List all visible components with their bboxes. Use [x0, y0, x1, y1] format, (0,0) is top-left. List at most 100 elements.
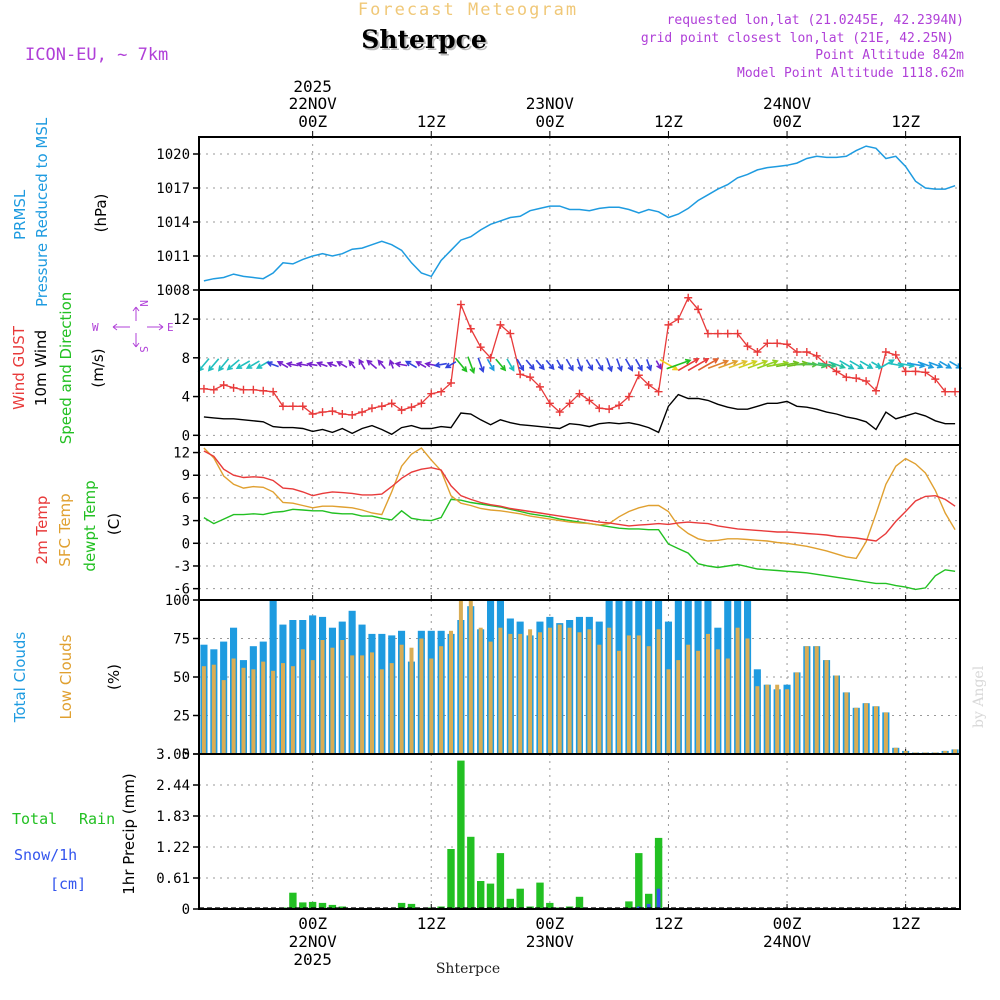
- low-cloud-bar: [557, 624, 562, 754]
- wind-arrow: [828, 360, 846, 369]
- low-cloud-bar: [607, 627, 612, 754]
- low-cloud-bar: [350, 655, 355, 754]
- top-tick-hour: 00Z: [298, 112, 327, 131]
- legend-sfc-temp: SFC Temp: [56, 493, 74, 566]
- gust-marker: [377, 402, 386, 411]
- low-cloud-bar: [360, 655, 365, 754]
- gust-marker: [792, 348, 801, 356]
- rain-bar: [318, 902, 327, 909]
- gust-marker: [466, 324, 475, 333]
- compass-arrows: [112, 306, 164, 348]
- gust-marker: [249, 385, 258, 394]
- low-cloud-bar: [528, 629, 533, 754]
- rain-bar: [635, 853, 643, 909]
- gust-marker: [585, 396, 594, 405]
- gust-marker: [456, 300, 465, 309]
- y-tick-label: 0: [182, 902, 190, 918]
- low-cloud-bar: [903, 750, 908, 754]
- top-tick-hour: 00Z: [773, 112, 802, 131]
- wind-arrow: [646, 359, 653, 372]
- gust-marker: [852, 374, 861, 383]
- bottom-tick-hour: 12Z: [654, 914, 683, 933]
- credit-watermark: by Angel: [971, 665, 987, 728]
- y-tick-label: 1014: [156, 215, 190, 231]
- wind-arrow: [348, 359, 356, 369]
- legend-pressure-msl: Pressure Reduced to MSL: [33, 117, 51, 307]
- legend-total-clouds: Total Clouds: [11, 632, 29, 724]
- wind-arrow: [839, 360, 855, 370]
- y-tick-label: -6: [173, 582, 190, 598]
- wind-arrow: [444, 361, 457, 369]
- gust-marker: [535, 382, 544, 391]
- gust-marker: [713, 329, 722, 338]
- low-cloud-bar: [686, 644, 691, 754]
- gust-marker: [288, 402, 297, 411]
- rain-bar: [506, 898, 514, 909]
- wind-arrow: [585, 359, 594, 372]
- legend-rain: Rain: [79, 810, 115, 828]
- wind-arrow: [394, 361, 408, 368]
- rain-bar: [477, 881, 485, 909]
- gust-marker: [743, 342, 752, 351]
- wind-arrow: [677, 357, 700, 372]
- gust-marker: [367, 404, 376, 413]
- gust-marker: [733, 329, 742, 338]
- gust-marker: [545, 399, 554, 408]
- rain-bar: [338, 906, 346, 909]
- low-cloud-bar: [439, 646, 444, 754]
- wind-speed-line: [203, 393, 956, 436]
- gust-marker: [239, 385, 248, 394]
- legend-dewpt-temp: dewpt Temp: [81, 480, 99, 571]
- wind-arrow: [506, 358, 515, 372]
- low-cloud-bar: [844, 692, 849, 754]
- low-cloud-bar: [834, 675, 839, 754]
- low-cloud-bar: [656, 629, 661, 754]
- gust-marker: [773, 339, 782, 348]
- wind-arrow: [306, 361, 318, 368]
- gust-marker: [526, 373, 535, 382]
- low-cloud-bar: [755, 686, 760, 754]
- gust-marker: [763, 339, 772, 348]
- gust-marker: [486, 353, 495, 362]
- low-cloud-bar: [696, 650, 701, 754]
- top-tick-hour: 12Z: [891, 112, 920, 131]
- wind-arrow: [326, 361, 337, 368]
- bottom-tick-date: 22NOV: [289, 932, 338, 951]
- rain-bar: [645, 893, 653, 909]
- bottom-tick-hour: 12Z: [891, 914, 920, 933]
- gust-marker: [802, 348, 811, 356]
- low-cloud-bar: [488, 641, 493, 754]
- low-cloud-bar: [706, 633, 710, 754]
- compass-south: S: [137, 346, 150, 353]
- gust-marker: [269, 387, 278, 396]
- wind-arrow: [336, 361, 348, 368]
- gust-marker: [506, 329, 515, 338]
- gust-marker: [832, 367, 841, 376]
- low-cloud-bar: [330, 647, 335, 754]
- low-cloud-bar: [320, 640, 325, 754]
- wind-arrow: [388, 359, 395, 369]
- y-axis-label: (m/s): [89, 348, 107, 387]
- gust-marker: [328, 407, 337, 416]
- y-tick-label: 4: [182, 390, 190, 406]
- rain-bar: [536, 882, 544, 909]
- y-tick-label: 1008: [156, 283, 190, 299]
- gust-marker: [496, 320, 505, 329]
- wind-arrow: [576, 358, 584, 372]
- wind-arrow: [415, 361, 427, 368]
- y-tick-label: -3: [173, 559, 190, 575]
- y-tick-label: 0: [182, 428, 190, 444]
- gust-marker: [229, 383, 238, 392]
- gust-marker: [279, 402, 288, 411]
- gust-marker: [783, 340, 792, 349]
- low-cloud-bar: [567, 627, 572, 754]
- wind-arrow: [276, 360, 289, 369]
- low-cloud-bar: [874, 706, 878, 754]
- gust-marker: [565, 399, 574, 408]
- bottom-tick-hour: 12Z: [417, 914, 446, 933]
- low-cloud-bar: [666, 669, 671, 754]
- legend-snow: Snow/1h: [14, 846, 77, 864]
- wind-arrow: [666, 358, 692, 370]
- legend-total: Total: [12, 810, 57, 828]
- legend-speed-direction: Speed and Direction: [57, 292, 75, 445]
